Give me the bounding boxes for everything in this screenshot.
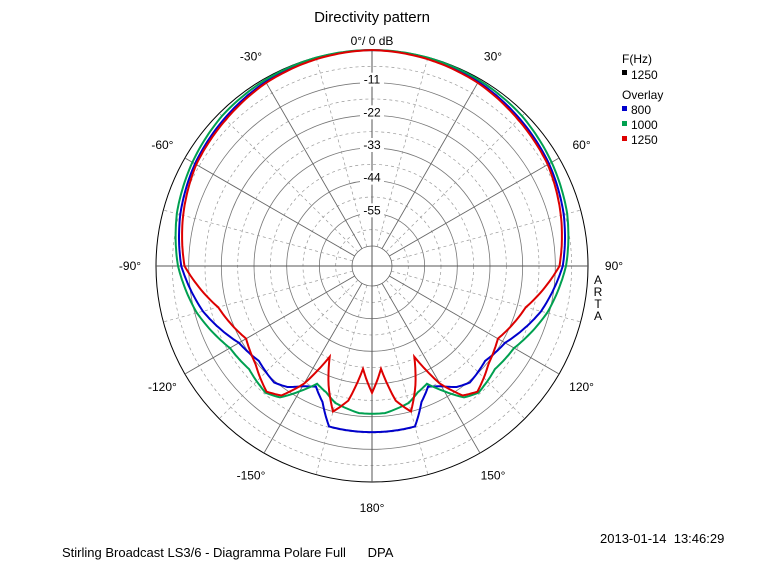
legend-item-label: 1000: [631, 118, 658, 132]
grid-spoke: [389, 275, 560, 375]
grid-spoke-minor: [315, 285, 368, 475]
angle-label: -60°: [151, 138, 173, 152]
angle-label: 180°: [360, 501, 385, 515]
legend-swatch: [622, 106, 627, 111]
db-tick-label: -44: [363, 171, 381, 185]
legend-item-label: 1250: [631, 133, 658, 147]
angle-label: -120°: [148, 380, 177, 394]
legend-overlay-header: Overlay: [622, 88, 663, 102]
angle-label: -90°: [119, 259, 141, 273]
grid-spoke: [381, 283, 481, 454]
db-label-bg: [360, 203, 384, 218]
grid-spoke-minor: [391, 209, 581, 262]
chart-footer-description: Stirling Broadcast LS3/6 - Diagramma Pol…: [62, 545, 394, 560]
angle-label: 90°: [605, 259, 623, 273]
db-tick-label: -33: [363, 138, 381, 152]
polar-grid: [155, 49, 589, 483]
angle-label: 30°: [484, 49, 502, 63]
chart-timestamp: 2013-01-14 13:46:29: [600, 531, 725, 546]
db-label-bg: [360, 72, 384, 87]
grid-spoke: [184, 275, 355, 375]
legend-freq-header: F(Hz): [622, 52, 652, 66]
label-layer: Directivity pattern 0°/ 0 dB -11 -22 -33 -44 -…: [119, 9, 623, 515]
side-letter: T: [594, 297, 602, 311]
grid-spoke-minor: [163, 209, 353, 262]
legend-item-label: 800: [631, 103, 651, 117]
grid-spoke-minor: [315, 57, 368, 247]
side-letter: R: [594, 285, 603, 299]
series-line-1250: [181, 48, 563, 414]
grid-spoke-minor: [163, 270, 353, 323]
grid-spoke-minor: [385, 113, 525, 253]
angle-label: 60°: [573, 138, 591, 152]
legend-swatch: [622, 136, 627, 141]
legend-swatch: [622, 70, 627, 75]
db-tick-label: -22: [363, 105, 381, 119]
db-label-bg: [360, 138, 384, 152]
grid-spoke: [263, 78, 363, 249]
db-label-bg: [360, 105, 384, 120]
side-letter: A: [594, 309, 602, 323]
grid-spoke-minor: [376, 57, 429, 247]
grid-spoke: [389, 157, 560, 257]
angle-label: -150°: [237, 469, 266, 483]
legend-swatch: [622, 121, 627, 126]
legend-item-label: 1250: [631, 68, 658, 82]
top-axis-label: 0°/ 0 dB: [351, 34, 394, 48]
grid-spoke: [381, 78, 481, 249]
angle-label: -30°: [240, 49, 262, 63]
db-tick-label: -55: [363, 203, 381, 217]
grid-spoke-minor: [219, 113, 359, 253]
grid-spoke-minor: [219, 279, 359, 419]
side-letter: A: [594, 273, 602, 287]
angle-label: 120°: [569, 380, 594, 394]
angle-label: 150°: [481, 469, 506, 483]
grid-spoke: [263, 283, 363, 454]
chart-title: Directivity pattern: [314, 9, 430, 26]
grid-spoke-minor: [391, 270, 581, 323]
db-label-bg: [360, 170, 384, 185]
grid-spoke: [184, 157, 355, 257]
grid-spoke-minor: [385, 279, 525, 419]
grid-spoke-minor: [376, 285, 429, 475]
series-layer: [174, 48, 570, 434]
db-tick-label: -11: [364, 73, 381, 87]
